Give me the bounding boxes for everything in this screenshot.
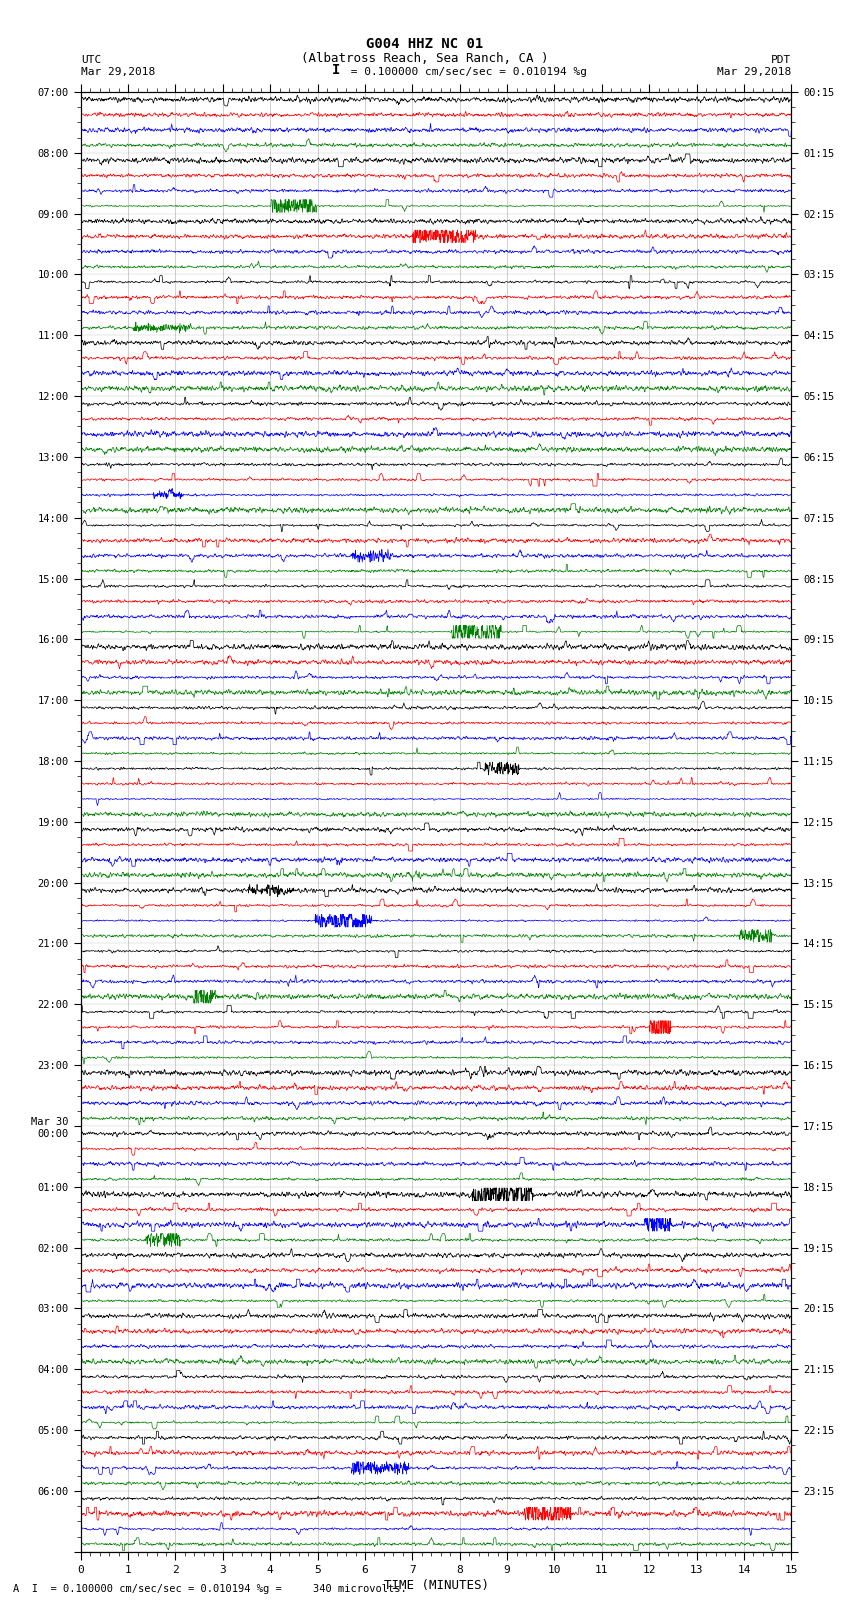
Text: (Albatross Reach, Sea Ranch, CA ): (Albatross Reach, Sea Ranch, CA ) xyxy=(301,52,549,65)
Text: UTC: UTC xyxy=(81,55,101,65)
Text: = 0.100000 cm/sec/sec = 0.010194 %g: = 0.100000 cm/sec/sec = 0.010194 %g xyxy=(344,68,587,77)
Text: Mar 29,2018: Mar 29,2018 xyxy=(81,68,155,77)
Text: G004 HHZ NC 01: G004 HHZ NC 01 xyxy=(366,37,484,50)
X-axis label: TIME (MINUTES): TIME (MINUTES) xyxy=(383,1579,489,1592)
Text: PDT: PDT xyxy=(771,55,791,65)
Text: I: I xyxy=(332,63,340,77)
Text: Mar 29,2018: Mar 29,2018 xyxy=(717,68,791,77)
Text: A  I  = 0.100000 cm/sec/sec = 0.010194 %g =     340 microvolts.: A I = 0.100000 cm/sec/sec = 0.010194 %g … xyxy=(13,1584,406,1594)
